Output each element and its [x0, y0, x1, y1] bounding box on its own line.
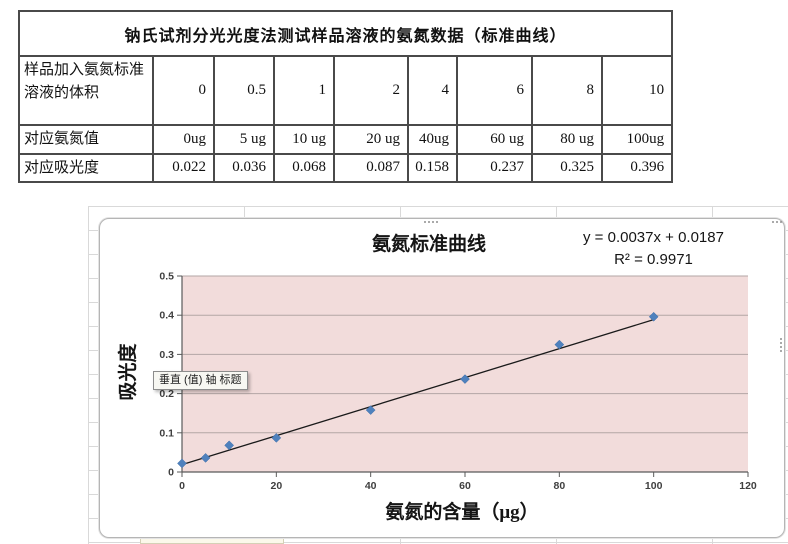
- table-cell: 60 ug: [456, 124, 533, 155]
- table-cell: 0: [152, 55, 215, 126]
- data-point[interactable]: [177, 458, 187, 469]
- row-label: 对应吸光度: [18, 152, 154, 183]
- table-cell: 80 ug: [531, 124, 603, 155]
- table-cell: 6: [456, 55, 533, 126]
- selection-handle-top-right[interactable]: [772, 221, 782, 223]
- equation-text: y = 0.0037x + 0.0187: [583, 229, 724, 246]
- trendline: [181, 319, 654, 466]
- table-cell: 0.237: [456, 152, 533, 183]
- table-cell: 5 ug: [213, 124, 275, 155]
- table-cell: 2: [333, 55, 409, 126]
- table-cell: 0.022: [152, 152, 215, 183]
- y-tick-label: 0.4: [159, 310, 174, 322]
- x-tick-label: 80: [553, 480, 565, 492]
- table-cell: 10 ug: [273, 124, 335, 155]
- table-cell: 20 ug: [333, 124, 409, 155]
- plot-canvas: 0 0.1 0.2 0.3 0.4 0.5 0 20 40 60 80 100 120: [159, 271, 757, 493]
- table-cell: 8: [531, 55, 603, 126]
- table-cell: 0.158: [407, 152, 458, 183]
- table-cell: 1: [273, 55, 335, 126]
- y-axis-title: 吸光度: [118, 343, 139, 401]
- x-tick-label: 60: [459, 480, 471, 492]
- table-cell: 100ug: [600, 124, 674, 155]
- data-point[interactable]: [554, 339, 565, 350]
- x-tick-label: 0: [179, 480, 185, 492]
- x-tick-label: 20: [270, 480, 282, 492]
- row-label: 对应氨氮值: [18, 124, 154, 155]
- table-cell: 0.036: [213, 152, 275, 183]
- data-table: 钠氏试剂分光光度法测试样品溶液的氨氮数据（标准曲线） 样品加入氨氮标准溶液的体积…: [17, 10, 674, 183]
- trendline-equation: y = 0.0037x + 0.0187 R² = 0.9971: [536, 227, 771, 271]
- plot-area[interactable]: [182, 276, 748, 472]
- table-cell: 0.087: [333, 152, 409, 183]
- chart-object[interactable]: 0 0.1 0.2 0.3 0.4 0.5 0 20 40 60 80 100 120 氨氮标准曲线 y…: [99, 218, 785, 538]
- table-cell: 0.325: [531, 152, 603, 183]
- selection-handle-right[interactable]: [780, 338, 782, 352]
- chart-title: 氨氮标准曲线: [371, 234, 486, 255]
- y-tick-label: 0.3: [159, 349, 174, 361]
- y-tick-label: 0.2: [159, 388, 174, 400]
- data-point[interactable]: [648, 311, 659, 322]
- data-point[interactable]: [271, 433, 282, 443]
- table-cell: 4: [407, 55, 458, 126]
- x-axis-title: 氨氮的含量（μg）: [385, 502, 539, 523]
- table-title: 钠氏试剂分光光度法测试样品溶液的氨氮数据（标准曲线）: [17, 10, 674, 57]
- table-cell: 0.068: [273, 152, 335, 183]
- data-point[interactable]: [460, 374, 470, 384]
- table-cell: 0ug: [152, 124, 215, 155]
- table-cell: 40ug: [407, 124, 458, 155]
- y-tick-label: 0.5: [159, 271, 174, 283]
- table-row: 样品加入氨氮标准溶液的体积 0 0.5 1 2 4 6 8 10: [18, 55, 674, 126]
- r-squared-text: R² = 0.9971: [614, 251, 693, 268]
- table-row: 对应氨氮值 0ug 5 ug 10 ug 20 ug 40ug 60 ug 80…: [18, 124, 674, 155]
- table-row: 对应吸光度 0.022 0.036 0.068 0.087 0.158 0.23…: [18, 152, 674, 183]
- row-label: 样品加入氨氮标准溶液的体积: [18, 55, 154, 126]
- y-tick-label: 0.1: [159, 427, 174, 439]
- table-cell: 0.5: [213, 55, 275, 126]
- x-tick-label: 40: [365, 480, 377, 492]
- data-point[interactable]: [224, 440, 235, 451]
- data-point[interactable]: [365, 405, 376, 415]
- axis-title-tooltip: 垂直 (值) 轴 标题: [153, 371, 248, 390]
- y-tick-label: 0: [168, 467, 174, 479]
- x-tick-label: 120: [739, 480, 757, 492]
- data-point[interactable]: [200, 453, 211, 463]
- table-cell: 0.396: [600, 152, 674, 183]
- selection-handle-top[interactable]: [424, 221, 438, 223]
- table-title-row: 钠氏试剂分光光度法测试样品溶液的氨氮数据（标准曲线）: [17, 10, 674, 57]
- table-cell: 10: [600, 55, 674, 126]
- x-tick-label: 100: [645, 480, 663, 492]
